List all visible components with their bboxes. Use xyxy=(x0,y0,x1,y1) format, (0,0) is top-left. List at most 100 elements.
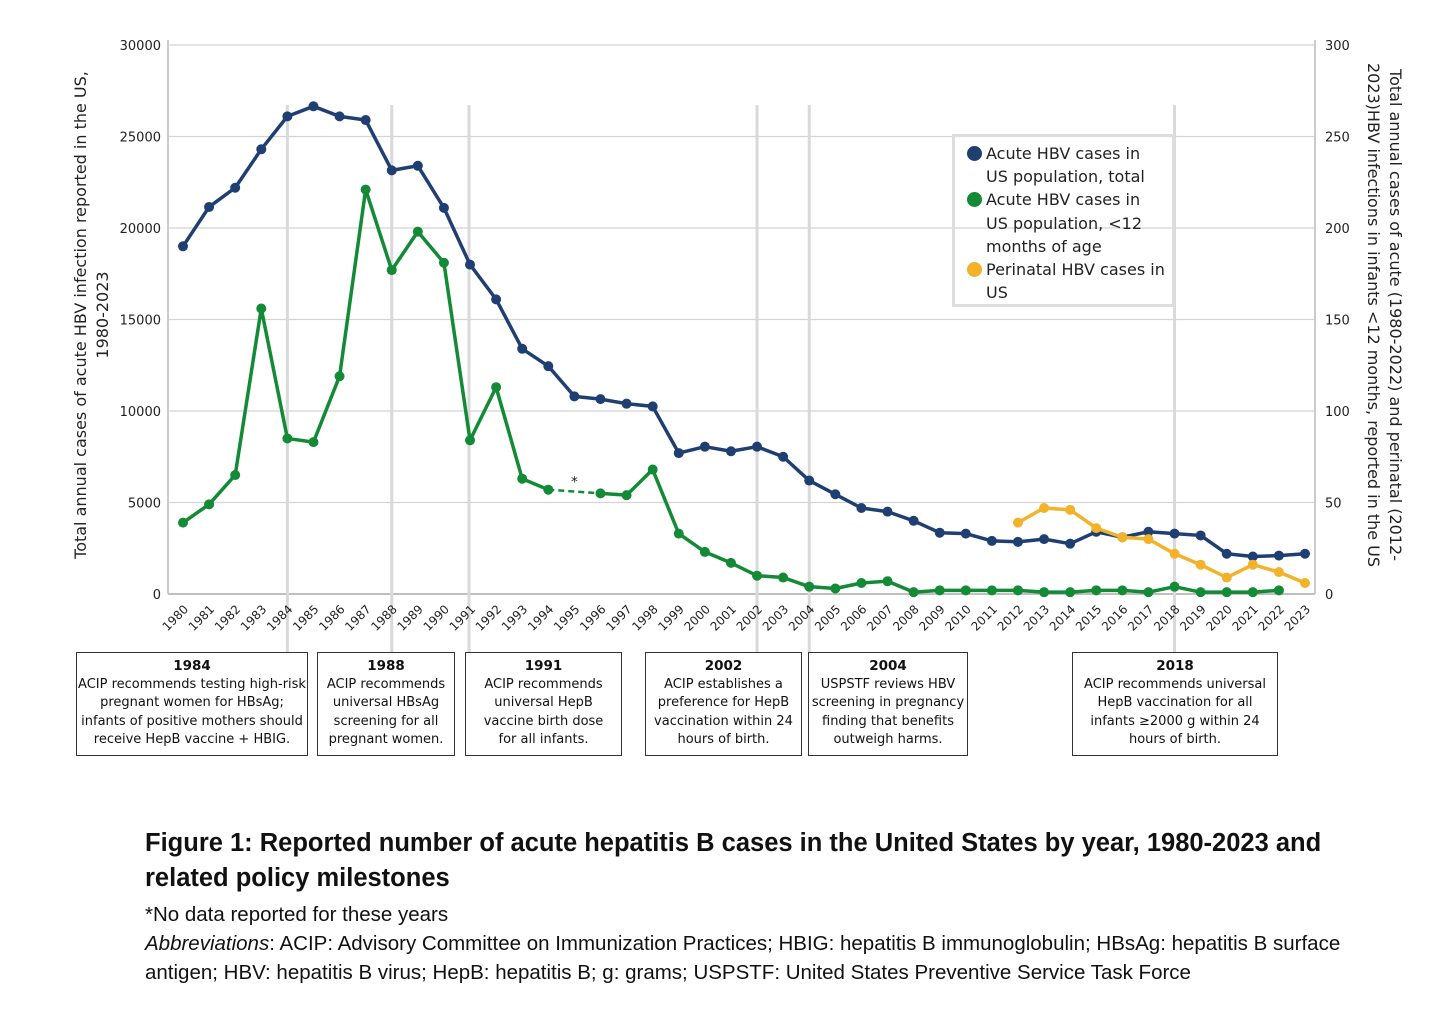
caption-abbreviations: Abbreviations: ACIP: Advisory Committee … xyxy=(145,929,1345,987)
data-point-1 xyxy=(752,570,763,581)
data-point-0 xyxy=(282,111,293,122)
data-point-0 xyxy=(778,451,789,462)
legend: Acute HBV cases in US population, total … xyxy=(952,134,1175,307)
data-point-2 xyxy=(1065,504,1076,515)
legend-item-infants: Acute HBV cases in US population, <12 mo… xyxy=(961,188,1166,258)
x-tick-label: 1994 xyxy=(525,602,556,633)
data-point-0 xyxy=(647,401,658,412)
data-point-0 xyxy=(517,343,528,354)
data-point-1 xyxy=(178,517,188,528)
series-line-2 xyxy=(1017,506,1306,585)
x-tick-label: 2004 xyxy=(786,602,817,633)
milestone-1984: 1984 ACIP recommends testing high-risk pr… xyxy=(76,652,308,756)
figure-caption: Figure 1: Reported number of acute hepat… xyxy=(145,826,1345,987)
data-point-0 xyxy=(1300,548,1310,559)
data-point-0 xyxy=(699,441,710,452)
data-point-2 xyxy=(1117,532,1128,543)
data-point-0 xyxy=(595,394,606,405)
y-right-tick-label: 250 xyxy=(1325,131,1350,146)
data-point-1 xyxy=(1117,585,1128,596)
data-point-0 xyxy=(960,528,971,539)
x-tick-label: 1983 xyxy=(238,602,269,633)
data-point-0 xyxy=(569,391,580,402)
data-point-0 xyxy=(491,294,502,305)
data-point-1 xyxy=(621,490,632,501)
x-tick-label: 2023 xyxy=(1282,602,1313,633)
data-point-1 xyxy=(517,473,528,484)
data-point-2 xyxy=(1039,502,1050,513)
data-point-0 xyxy=(1221,548,1232,559)
x-tick-label: 1985 xyxy=(290,602,321,633)
x-tick-label: 2005 xyxy=(812,602,843,633)
data-point-0 xyxy=(908,515,919,526)
x-tick-label: 1988 xyxy=(368,602,399,633)
legend-marker xyxy=(967,262,982,278)
data-point-2 xyxy=(1247,559,1258,570)
data-point-2 xyxy=(1143,534,1154,545)
x-tick-label: 2003 xyxy=(760,602,791,633)
y-tick-label: 10000 xyxy=(120,405,161,420)
x-tick-label: 2019 xyxy=(1177,602,1208,633)
data-point-2 xyxy=(1221,572,1232,583)
x-tick-label: 2013 xyxy=(1021,602,1052,633)
data-point-0 xyxy=(856,502,867,513)
data-point-0 xyxy=(178,241,188,252)
x-tick-label: 2001 xyxy=(708,602,739,633)
x-tick-label: 2009 xyxy=(916,602,947,633)
y-tick-label: 15000 xyxy=(120,314,161,329)
y-tick-label: 20000 xyxy=(120,222,161,237)
x-tick-label: 2015 xyxy=(1073,602,1104,633)
x-tick-label: 1998 xyxy=(629,602,660,633)
data-point-1 xyxy=(1221,587,1232,598)
milestone-year: 2004 xyxy=(869,658,907,674)
x-tick-label: 2022 xyxy=(1256,602,1287,633)
data-point-0 xyxy=(230,182,241,193)
legend-label: Acute HBV cases in US population, total xyxy=(986,144,1145,187)
data-point-0 xyxy=(1143,526,1154,537)
data-point-0 xyxy=(1012,536,1023,547)
milestone-1991: 1991 ACIP recommends universal HepB vacci… xyxy=(465,652,622,756)
data-point-1 xyxy=(1143,587,1154,598)
milestone-text: USPSTF reviews HBV screening in pregnanc… xyxy=(811,676,965,748)
legend-marker xyxy=(967,192,982,208)
y-axis-label-right: Total annual cases of acute (1980-2022) … xyxy=(1364,63,1405,567)
data-point-1 xyxy=(438,257,449,268)
figure-title: Figure 1: Reported number of acute hepat… xyxy=(145,829,1322,892)
x-tick-label: 2020 xyxy=(1203,602,1234,633)
data-point-0 xyxy=(360,115,371,126)
milestone-2018: 2018 ACIP recommends universal HepB vacci… xyxy=(1072,652,1278,756)
data-point-1 xyxy=(1012,585,1023,596)
data-point-1 xyxy=(360,184,371,195)
abbr-text: : ACIP: Advisory Committee on Immunizati… xyxy=(145,932,1341,984)
x-tick-label: 1999 xyxy=(655,602,686,633)
y-tick-label: 25000 xyxy=(120,131,161,146)
data-point-1 xyxy=(725,557,736,568)
data-point-0 xyxy=(882,506,893,517)
data-point-0 xyxy=(1195,530,1206,541)
data-point-2 xyxy=(1195,559,1206,570)
data-point-1 xyxy=(543,484,554,495)
data-point-1 xyxy=(1273,585,1284,596)
data-point-2 xyxy=(1012,517,1023,528)
data-point-1 xyxy=(282,433,293,444)
data-point-1 xyxy=(1169,581,1180,592)
x-tick-label: 2002 xyxy=(734,602,765,633)
caption-note: *No data reported for these years xyxy=(145,903,449,926)
legend-item-total: Acute HBV cases in US population, total xyxy=(961,142,1166,188)
y-right-tick-label: 150 xyxy=(1325,314,1350,329)
data-point-1 xyxy=(1091,585,1102,596)
milestone-1988: 1988 ACIP recommends universal HBsAg scre… xyxy=(317,652,455,756)
data-point-1 xyxy=(908,587,919,598)
x-tick-label: 1996 xyxy=(577,602,608,633)
x-tick-label: 2007 xyxy=(864,602,895,633)
x-tick-label: 2008 xyxy=(890,602,921,633)
data-point-0 xyxy=(256,144,267,155)
milestone-text: ACIP establishes a preference for HepB v… xyxy=(654,676,793,748)
data-point-0 xyxy=(204,201,215,212)
data-point-0 xyxy=(308,101,319,112)
data-point-1 xyxy=(856,578,867,589)
x-tick-label: 1989 xyxy=(394,602,425,633)
x-tick-label: 1995 xyxy=(551,602,582,633)
x-tick-label: 2011 xyxy=(969,602,1000,633)
data-point-2 xyxy=(1169,548,1180,559)
